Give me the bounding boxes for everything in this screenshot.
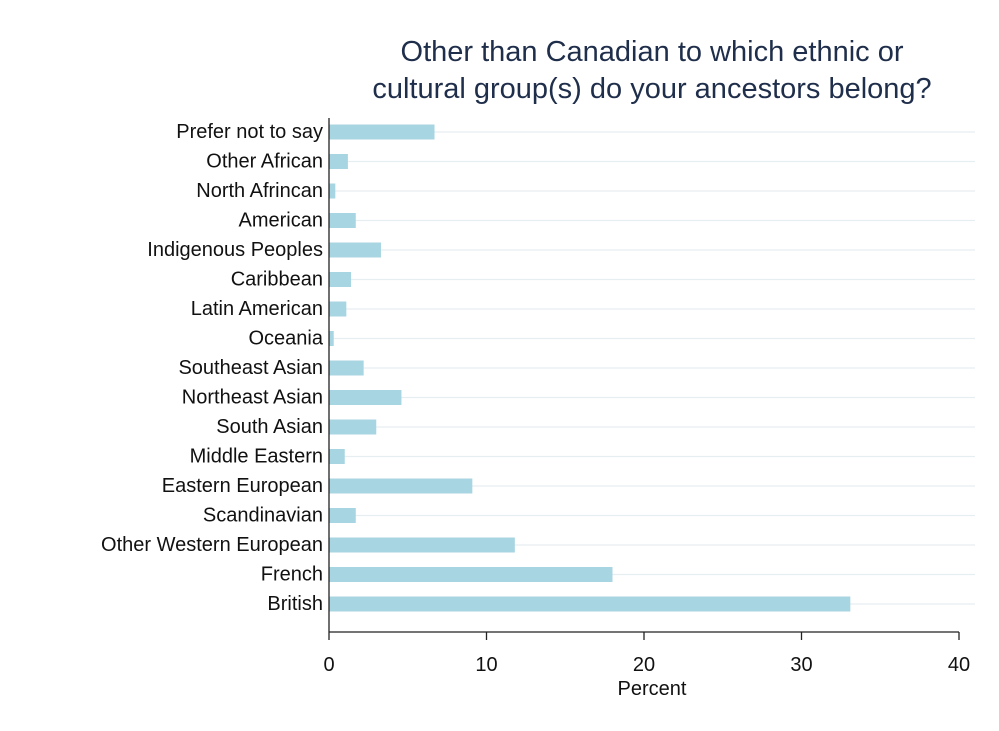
bar: [329, 124, 435, 140]
category-label: Caribbean: [231, 269, 323, 291]
gridlines: [329, 131, 975, 605]
bars: [329, 124, 851, 612]
category-labels: Prefer not to say Other African North Afri…: [101, 121, 324, 615]
bar: [329, 183, 336, 199]
category-label: American: [239, 210, 323, 232]
bar: [329, 390, 402, 405]
category-label: Indigenous Peoples: [147, 239, 323, 261]
bar: [329, 242, 381, 258]
category-label: Southeast Asian: [178, 357, 323, 379]
category-label: British: [267, 593, 323, 615]
bar: [329, 478, 473, 494]
bar: [329, 537, 515, 553]
category-label: Middle Eastern: [190, 446, 323, 468]
chart-title-line-2: cultural group(s) do your ancestors belo…: [372, 73, 931, 105]
x-axis-title: Percent: [618, 678, 687, 700]
category-label: Scandinavian: [203, 505, 323, 527]
x-ticks: 0 10 20 30 40: [323, 632, 970, 676]
axes: [328, 118, 959, 633]
bar: [329, 301, 347, 317]
category-label: Other Western European: [101, 534, 323, 556]
category-label: Prefer not to say: [176, 121, 323, 143]
bar: [329, 154, 348, 169]
bar: [329, 508, 356, 523]
category-label: Eastern European: [162, 475, 323, 497]
category-label: Other African: [206, 151, 323, 173]
category-label: Northeast Asian: [182, 387, 323, 409]
bar: [329, 419, 377, 435]
bar: [329, 272, 352, 287]
category-label: Oceania: [249, 328, 324, 350]
bar: [329, 596, 851, 612]
x-tick-label: 40: [948, 654, 970, 676]
bar: [329, 567, 613, 582]
bar: [329, 449, 345, 464]
bar: [329, 331, 334, 346]
category-label: South Asian: [216, 416, 323, 438]
bar: [329, 213, 356, 228]
x-tick-label: 30: [790, 654, 812, 676]
x-tick-label: 10: [475, 654, 497, 676]
x-tick-label: 20: [633, 654, 655, 676]
category-label: North Afrincan: [196, 180, 323, 202]
chart-title: Other than Canadian to which ethnic or c…: [372, 36, 931, 105]
bar: [329, 360, 364, 376]
category-label: French: [261, 564, 323, 586]
chart-title-line-1: Other than Canadian to which ethnic or: [401, 36, 904, 68]
x-tick-label: 0: [323, 654, 334, 676]
category-label: Latin American: [191, 298, 323, 320]
